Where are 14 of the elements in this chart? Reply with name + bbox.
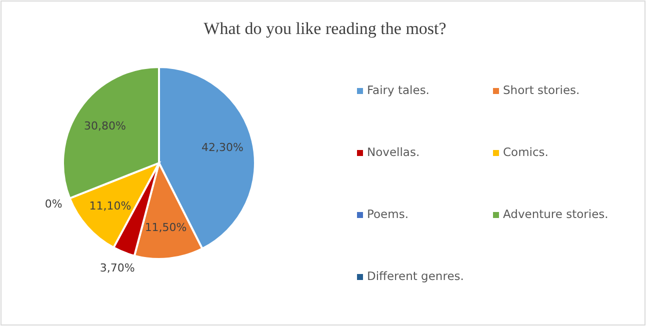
data-label: 42,30% xyxy=(202,140,244,154)
chart-title: What do you like reading the most? xyxy=(204,19,446,38)
legend-label: Short stories. xyxy=(503,83,580,98)
text: 0% xyxy=(44,198,62,211)
data-label: 3,70% xyxy=(100,261,135,274)
legend-label: Fairy tales. xyxy=(367,83,430,98)
legend-label: Different genres. xyxy=(367,269,464,284)
data-label: 30,80% xyxy=(84,119,126,132)
data-label: 11,50% xyxy=(144,220,187,234)
legend-label: Novellas. xyxy=(367,145,420,160)
data-label: 11,10% xyxy=(89,199,132,212)
legend-label: Poems. xyxy=(367,207,408,222)
legend-label: Adventure stories. xyxy=(503,207,608,222)
legend-label: Comics. xyxy=(503,145,548,160)
